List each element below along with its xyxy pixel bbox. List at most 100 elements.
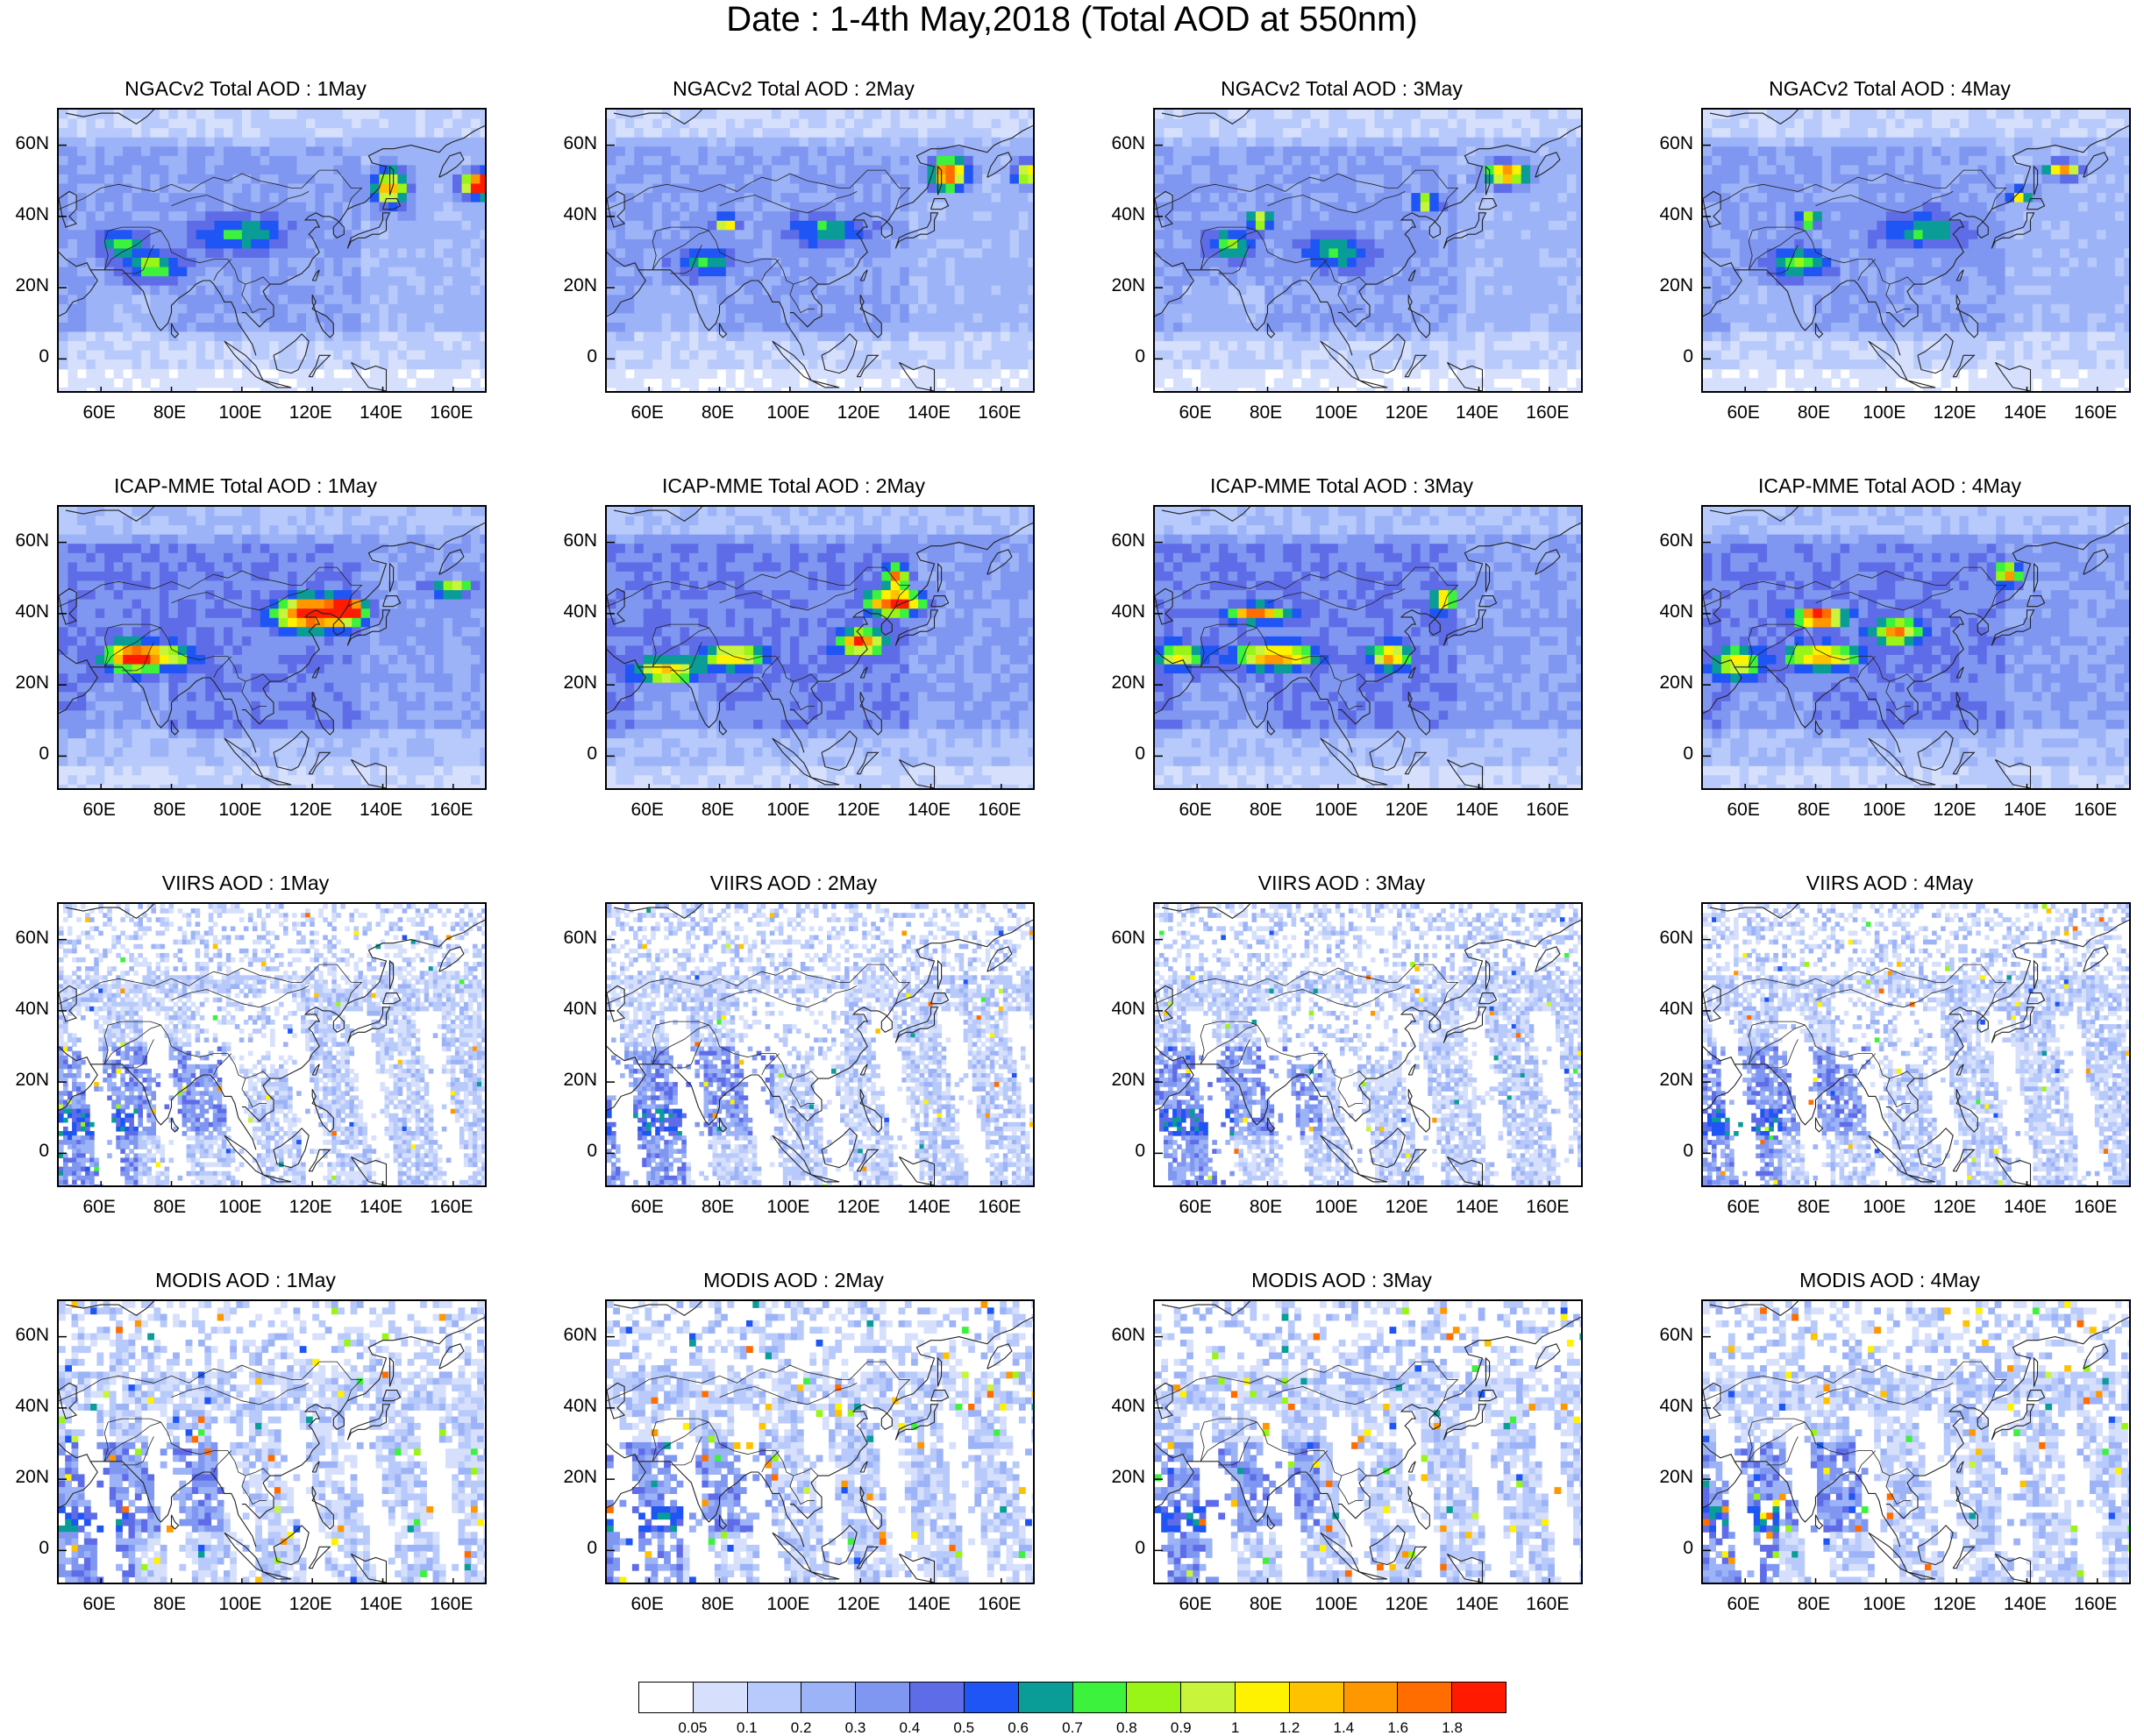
aod-cell <box>1155 248 1165 259</box>
aod-cell <box>187 322 197 333</box>
aod-cell <box>780 303 791 314</box>
aod-cell <box>1566 211 1577 222</box>
aod-cell <box>863 359 873 370</box>
aod-cell <box>918 313 928 324</box>
aod-cell <box>863 341 873 352</box>
aod-cell <box>1512 183 1522 194</box>
aod-cell <box>1310 165 1321 175</box>
lat-tick-label: 60N <box>0 133 49 153</box>
aod-cell <box>1858 211 1869 222</box>
aod-cell <box>141 230 151 240</box>
aod-cell <box>1566 202 1577 212</box>
aod-cell <box>177 248 188 259</box>
aod-cell <box>177 165 188 175</box>
aod-cell <box>1996 146 2006 157</box>
aod-cell <box>1749 220 1759 231</box>
aod-cell <box>872 220 882 231</box>
aod-cell <box>744 267 754 277</box>
aod-cell <box>744 248 754 259</box>
aod-cell <box>288 183 298 194</box>
aod-cell <box>232 146 243 157</box>
aod-cell <box>1365 322 1376 333</box>
aod-cell <box>936 359 946 370</box>
aod-cell <box>1264 174 1275 185</box>
aod-cell <box>95 128 105 139</box>
aod-cell <box>1767 137 1777 147</box>
aod-cell <box>753 183 764 194</box>
aod-cell <box>2105 193 2116 203</box>
aod-cell <box>652 276 663 287</box>
aod-cell <box>315 285 325 295</box>
aod-cell <box>2105 183 2116 194</box>
aod-cell <box>232 285 243 295</box>
aod-cell <box>936 220 946 231</box>
aod-cell <box>1457 276 1467 287</box>
aod-cell <box>954 211 965 222</box>
aod-cell <box>1739 174 1749 185</box>
aod-cell <box>2097 174 2106 185</box>
aod-map <box>1155 110 1581 391</box>
aod-cell <box>744 128 754 139</box>
aod-cell <box>863 267 873 277</box>
aod-cell <box>1155 303 1165 314</box>
aod-cell <box>196 193 206 203</box>
aod-cell <box>86 220 96 231</box>
aod-cell <box>927 331 937 342</box>
aod-cell <box>1228 331 1238 342</box>
aod-cell <box>150 211 160 222</box>
aod-cell <box>616 238 626 250</box>
aod-cell <box>1237 230 1247 240</box>
aod-cell <box>1384 118 1394 129</box>
aod-cell <box>288 387 298 391</box>
aod-cell <box>1384 303 1394 314</box>
aod-cell <box>643 285 653 295</box>
aod-cell <box>434 322 445 333</box>
aod-cell <box>214 183 224 194</box>
aod-cell <box>86 137 96 147</box>
aod-cell <box>59 350 68 360</box>
aod-cell <box>2124 183 2129 194</box>
aod-cell <box>452 368 462 379</box>
aod-cell <box>1384 331 1394 342</box>
aod-cell <box>224 368 233 379</box>
aod-cell <box>2078 137 2089 147</box>
aod-cell <box>1255 303 1265 314</box>
aod-cell <box>141 322 151 333</box>
aod-cell <box>753 258 764 268</box>
aod-cell <box>1484 110 1494 120</box>
aod-cell <box>725 174 736 185</box>
aod-cell <box>315 303 325 314</box>
aod-cell <box>698 258 709 268</box>
aod-cell <box>416 387 426 391</box>
aod-cell <box>1018 295 1029 305</box>
aod-cell <box>954 128 965 139</box>
aod-cell <box>890 285 901 295</box>
aod-cell <box>224 238 233 250</box>
aod-cell <box>1720 146 1731 157</box>
aod-cell <box>1182 193 1193 203</box>
aod-cell <box>634 258 645 268</box>
aod-cell <box>1246 331 1257 342</box>
aod-cell <box>789 193 800 203</box>
aod-cell <box>1001 202 1010 212</box>
aod-cell <box>1292 128 1302 139</box>
aod-cell <box>480 183 485 194</box>
aod-cell <box>918 118 928 129</box>
aod-cell <box>1530 202 1541 212</box>
aod-cell <box>607 118 616 129</box>
aod-cell <box>1739 128 1749 139</box>
aod-cell <box>1420 155 1430 166</box>
aod-cell <box>113 359 124 370</box>
aod-cell <box>716 267 727 277</box>
aod-cell <box>406 313 417 324</box>
aod-cell <box>881 110 892 120</box>
aod-cell <box>1209 128 1220 139</box>
aod-cell <box>1411 193 1421 203</box>
aod-cell <box>1182 331 1193 342</box>
aod-cell <box>123 110 133 120</box>
aod-cell <box>844 387 855 391</box>
aod-cell <box>2014 193 2024 203</box>
aod-cell <box>434 303 445 314</box>
aod-cell <box>1475 378 1485 388</box>
aod-cell <box>881 258 892 268</box>
